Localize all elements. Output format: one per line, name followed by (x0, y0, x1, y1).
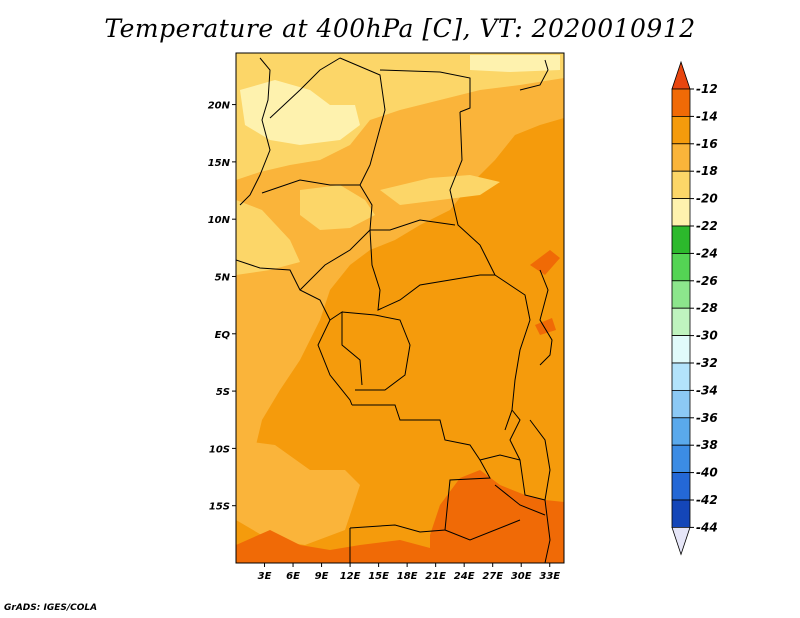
colorbar-segment (671, 252, 691, 282)
band-14-east (530, 250, 560, 275)
colorbar-top-arrow (671, 60, 691, 90)
lat-tick-label: 20N (208, 101, 231, 112)
latitude-axis: 20N 15N 10N 5N EQ 5S 10S 15S (208, 101, 236, 513)
colorbar-label: -14 (696, 109, 718, 123)
colorbar-segment (671, 362, 691, 391)
colorbar-segment (671, 335, 691, 364)
band-14-southeast (430, 470, 564, 563)
country-borders (236, 57, 553, 563)
colorbar-segment (671, 198, 691, 227)
lon-tick-label: 15E (368, 571, 389, 582)
lon-tick-label: 27E (482, 571, 503, 582)
colorbar-label: -34 (696, 383, 718, 397)
colorbar-bottom-arrow (671, 527, 691, 556)
colorbar-label: -40 (696, 466, 718, 480)
colorbar-label: -12 (696, 82, 718, 96)
longitude-axis: 3E 6E 9E 12E 15E 18E 21E 24E 27E 30E 33E (258, 563, 560, 582)
band-18-west (236, 200, 300, 275)
band-20-north (240, 80, 360, 145)
band-14-east-2 (535, 318, 556, 335)
border-northwest (239, 57, 341, 206)
lon-tick-label: 12E (340, 571, 361, 582)
colorbar-segment (671, 280, 691, 309)
colorbar-label: -30 (696, 329, 718, 343)
colorbar-label: -20 (696, 192, 718, 206)
colorbar-segment (671, 444, 691, 474)
temperature-field (236, 53, 564, 563)
border-southeast (529, 419, 551, 563)
colorbar-label: -28 (696, 301, 718, 315)
border-lakes (509, 269, 553, 461)
lat-tick-label: 15S (209, 502, 230, 513)
colorbar-segment (671, 472, 691, 501)
band-18-north (236, 53, 564, 180)
border-namibia (349, 519, 521, 563)
colorbar-label: -22 (696, 219, 718, 233)
lon-tick-label: 9E (315, 571, 329, 582)
border-ethiopia (519, 59, 549, 91)
lon-tick-label: 30E (511, 571, 532, 582)
band-16-north (236, 53, 564, 495)
border-west-coast (236, 259, 353, 406)
band-20-northeast (470, 55, 560, 72)
colorbar-label: -18 (696, 164, 718, 178)
colorbar-label: -16 (696, 137, 718, 151)
border-chad-niger (339, 57, 386, 186)
lon-tick-label: 24E (454, 571, 475, 582)
lat-tick-label: 15N (208, 158, 231, 169)
colorbar-segment (671, 116, 691, 145)
colorbar-segment (671, 417, 691, 446)
colorbar-label: -42 (696, 493, 718, 507)
grads-credit: GrADS: IGES/COLA (4, 603, 98, 613)
colorbar-label: -38 (696, 438, 718, 452)
lon-tick-label: 3E (258, 571, 272, 582)
band-18-center (300, 185, 375, 230)
colorbar-label: -32 (696, 356, 718, 370)
border-chad-sudan (449, 111, 496, 276)
band-14-southwest (236, 530, 430, 563)
lon-tick-label: 21E (425, 571, 446, 582)
colorbar-segment (671, 389, 691, 419)
colorbar-segment (671, 499, 691, 528)
colorbar-segment (671, 88, 691, 117)
lat-tick-label: 10S (209, 444, 230, 455)
colorbar: -12 -14 -16 -18 -20 -22 -24 -26 -28 -30 -32 -34 -36 -… (671, 60, 718, 556)
colorbar-segment (671, 225, 691, 254)
border-nigeria (261, 179, 373, 291)
lat-tick-label: 5S (216, 387, 230, 398)
lat-tick-label: 5N (215, 272, 231, 283)
border-car (369, 219, 495, 311)
band-18-east (380, 175, 500, 205)
colorbar-segment (671, 307, 691, 337)
lon-tick-label: 18E (397, 571, 418, 582)
colorbar-label: -24 (696, 246, 718, 260)
colorbar-label: -36 (696, 411, 718, 425)
lat-tick-label: EQ (215, 330, 231, 341)
colorbar-label: -26 (696, 274, 718, 288)
lon-tick-label: 33E (539, 571, 560, 582)
border-congo-drc (341, 311, 411, 391)
lon-tick-label: 6E (286, 571, 300, 582)
colorbar-segment (671, 143, 691, 172)
border-gabon (329, 311, 363, 386)
lat-tick-label: 10N (208, 215, 231, 226)
border-libya-chad (379, 69, 471, 113)
plot-frame (235, 52, 565, 564)
colorbar-segment (671, 170, 691, 199)
colorbar-label: -44 (696, 520, 718, 534)
map-title: Temperature at 400hPa [C], VT: 202001091… (104, 14, 696, 43)
band-16-southwest (236, 440, 360, 545)
